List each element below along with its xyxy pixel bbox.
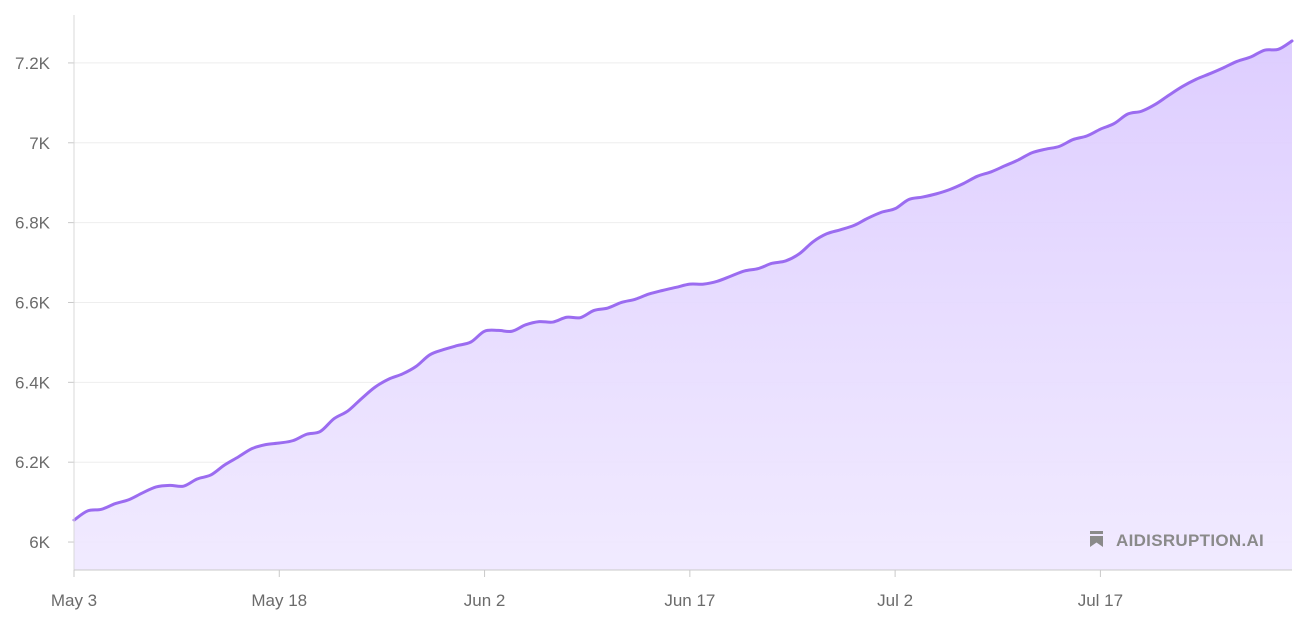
- y-axis-ticks: 6K 6.2K 6.4K 6.6K 6.8K 7K 7.2K: [15, 54, 74, 552]
- y-tick-label: 6.8K: [15, 214, 51, 233]
- watermark: AIDISRUPTION.AI: [1090, 531, 1264, 550]
- y-tick-label: 6K: [29, 533, 50, 552]
- series-area: [74, 40, 1292, 570]
- y-tick-label: 6.2K: [15, 453, 51, 472]
- x-tick-label: Jun 2: [464, 591, 506, 610]
- x-tick-label: May 18: [251, 591, 307, 610]
- series-line: [72, 39, 1294, 522]
- x-tick-label: May 3: [51, 591, 97, 610]
- x-tick-label: Jul 17: [1078, 591, 1123, 610]
- y-tick-label: 7K: [29, 134, 50, 153]
- bookmark-icon: [1090, 531, 1103, 547]
- x-tick-label: Jun 17: [664, 591, 715, 610]
- y-tick-label: 6.6K: [15, 293, 51, 312]
- y-tick-label: 7.2K: [15, 54, 51, 73]
- x-tick-label: Jul 2: [877, 591, 913, 610]
- y-tick-label: 6.4K: [15, 373, 51, 392]
- watermark-text: AIDISRUPTION.AI: [1116, 531, 1264, 550]
- x-axis-ticks: May 3 May 18 Jun 2 Jun 17 Jul 2 Jul 17: [51, 570, 1123, 610]
